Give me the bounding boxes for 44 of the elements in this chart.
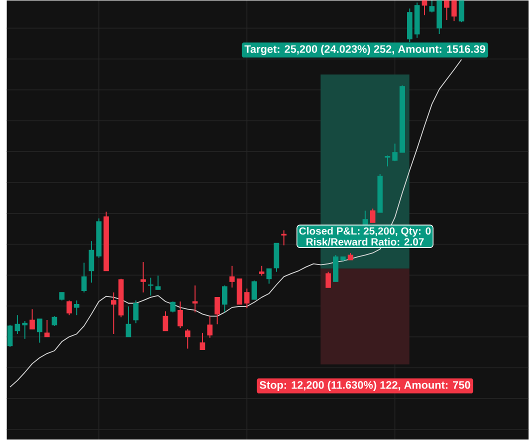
candlestick (214, 296, 220, 325)
candlestick (7, 324, 13, 348)
band-label: Target: 25,200 (24.023%) 252, Amount: 1516.39 (244, 44, 486, 55)
candlestick (444, 0, 450, 20)
candlestick (170, 300, 176, 313)
candlestick (148, 277, 154, 296)
candlestick (259, 265, 264, 276)
annotation: Closed P&L: 25,200, Qty: 0 (299, 226, 431, 237)
candlestick (266, 268, 272, 284)
candlestick (74, 300, 80, 316)
candlestick (244, 288, 250, 309)
candlestick (229, 265, 235, 288)
candlestick (110, 292, 116, 334)
candlestick (36, 318, 42, 344)
candlestick (66, 300, 72, 316)
candlestick (392, 143, 398, 162)
candlestick (88, 240, 94, 284)
candlestick (52, 316, 58, 326)
candlestick (458, 0, 464, 23)
candlestick (422, 0, 428, 16)
candlestick (192, 284, 198, 313)
candlestick (370, 208, 376, 223)
candlestick (281, 230, 287, 246)
candlestick (429, 0, 435, 13)
candlestick (133, 300, 139, 324)
candlestick (126, 306, 132, 338)
candlestick (252, 280, 257, 300)
candlestick (200, 332, 206, 350)
candlestick (184, 328, 190, 350)
candlestick (222, 284, 228, 313)
candlestick (207, 316, 213, 338)
candlestick (22, 320, 28, 340)
candlestick (81, 262, 87, 293)
band-label: Stop: 12,200 (11.630%) 122, Amount: 750 (260, 380, 470, 391)
candlestick (162, 310, 168, 332)
candlestick (14, 314, 20, 334)
candlestick (451, 0, 457, 22)
candlestick (155, 275, 161, 290)
annotation: Risk/Reward Ratio: 2.07 (306, 238, 424, 246)
candlestick (44, 319, 50, 338)
candlestick (178, 300, 183, 328)
candlestick (140, 261, 146, 293)
candlestick (326, 271, 331, 288)
candlestick (30, 308, 35, 330)
